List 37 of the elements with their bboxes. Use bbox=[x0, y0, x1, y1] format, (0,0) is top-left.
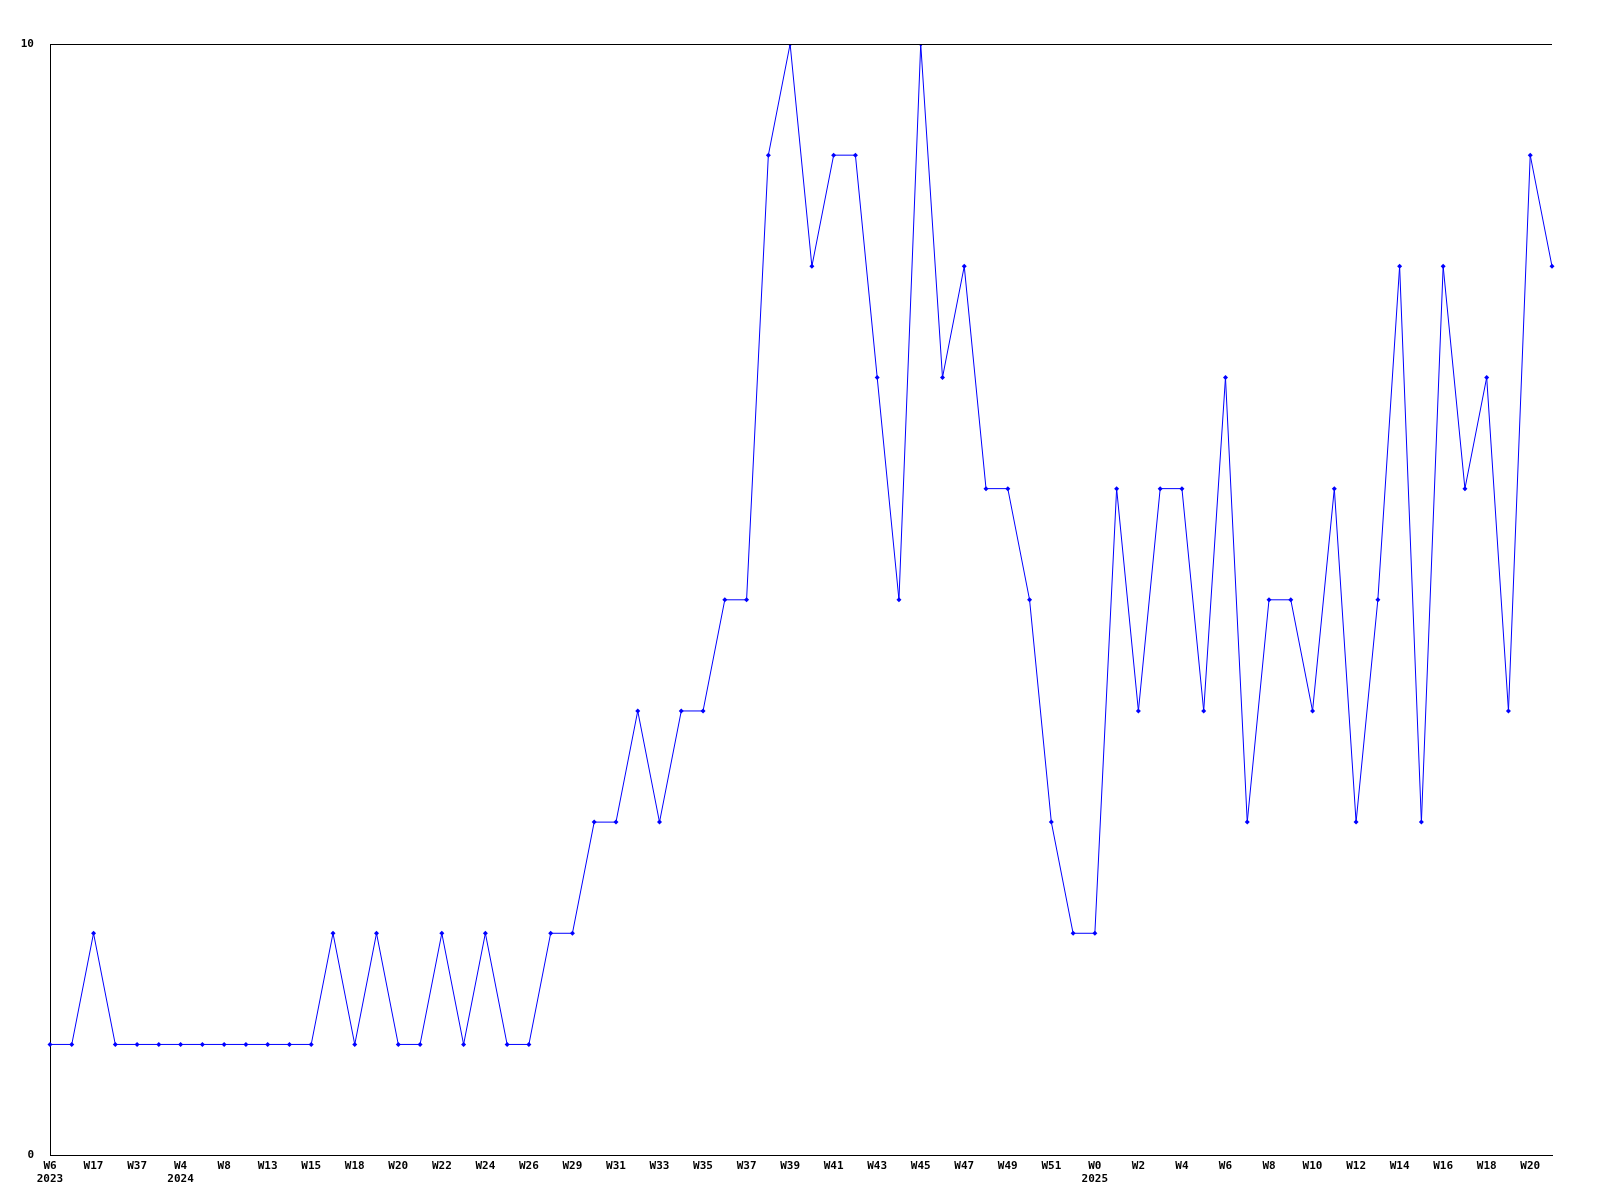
x-tick-label: W18 bbox=[1476, 1159, 1497, 1173]
x-tick-label: W20 bbox=[1520, 1159, 1541, 1173]
x-tick-label: W33 bbox=[649, 1159, 670, 1173]
x-tick-label: W17 bbox=[83, 1159, 104, 1173]
x-tick-label: W6 2023 bbox=[36, 1159, 64, 1186]
y-tick-label: 10 bbox=[20, 36, 34, 50]
x-tick-label: W4 2024 bbox=[167, 1159, 195, 1186]
x-tick-label: W35 bbox=[693, 1159, 713, 1173]
x-tick-label: W43 bbox=[867, 1159, 888, 1173]
x-tick-label: W24 bbox=[475, 1159, 496, 1173]
x-tick-label: W13 bbox=[257, 1159, 278, 1173]
x-tick-label: W2 bbox=[1131, 1159, 1146, 1173]
x-tick-label: W29 bbox=[562, 1159, 583, 1173]
x-tick-label: W18 bbox=[344, 1159, 365, 1173]
x-tick-label: W31 bbox=[606, 1159, 627, 1173]
x-tick-label: W41 bbox=[823, 1159, 844, 1173]
x-tick-label: W15 bbox=[301, 1159, 322, 1173]
x-tick-label: W37 bbox=[127, 1159, 148, 1173]
x-tick-label: W49 bbox=[997, 1159, 1018, 1173]
y-tick-label: 0 bbox=[27, 1148, 34, 1162]
x-tick-label: W26 bbox=[518, 1159, 540, 1173]
x-tick-label: W14 bbox=[1389, 1159, 1410, 1173]
x-tick-label: W10 bbox=[1302, 1159, 1323, 1173]
x-tick-label: W37 bbox=[736, 1159, 757, 1173]
x-tick-label: W8 bbox=[1262, 1159, 1276, 1173]
x-tick-label: W51 bbox=[1041, 1159, 1062, 1173]
x-tick-label: W6 bbox=[1218, 1159, 1233, 1173]
x-tick-label: W39 bbox=[780, 1159, 801, 1173]
x-tick-label: W0 2025 bbox=[1081, 1159, 1109, 1186]
x-tick-label: W45 bbox=[910, 1159, 931, 1173]
x-tick-label: W12 bbox=[1346, 1159, 1367, 1173]
x-tick-label: W4 bbox=[1175, 1159, 1189, 1173]
x-tick-label: W16 bbox=[1433, 1159, 1454, 1173]
x-tick-label: W22 bbox=[431, 1159, 452, 1173]
x-tick-label: W8 bbox=[217, 1159, 231, 1173]
x-tick-label: W47 bbox=[954, 1159, 975, 1173]
x-tick-label: W20 bbox=[388, 1159, 409, 1173]
